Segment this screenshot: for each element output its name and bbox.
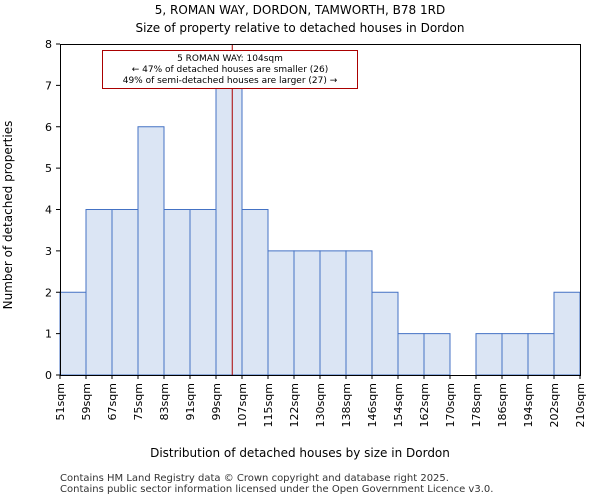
- bar-186sqm: [501, 333, 529, 376]
- x-tick-label: 59sqm: [80, 383, 93, 420]
- x-tick-label: 51sqm: [54, 383, 67, 420]
- x-tick-label: 202sqm: [548, 383, 561, 427]
- footer-attribution-1: Contains HM Land Registry data © Crown c…: [60, 473, 449, 484]
- bar-162sqm: [423, 333, 451, 376]
- y-tick-label: 1: [45, 328, 52, 341]
- bar-83sqm: [163, 209, 191, 376]
- bar-138sqm: [345, 250, 373, 376]
- bar-154sqm: [397, 333, 425, 376]
- bar-51sqm: [59, 291, 87, 376]
- x-tick-label: 67sqm: [106, 383, 119, 420]
- annotation-line-3: 49% of semi-detached houses are larger (…: [123, 76, 338, 86]
- histogram-chart: 5, ROMAN WAY, DORDON, TAMWORTH, B78 1RD …: [1, 3, 587, 460]
- bar-67sqm: [111, 209, 139, 376]
- x-tick-label: 154sqm: [392, 383, 405, 427]
- annotation-line-2: ← 47% of detached houses are smaller (26…: [132, 65, 329, 75]
- x-tick-label: 122sqm: [288, 383, 301, 427]
- annotation-line-1: 5 ROMAN WAY: 104sqm: [177, 54, 283, 64]
- bar-178sqm: [475, 333, 503, 376]
- x-tick-label: 115sqm: [262, 383, 275, 427]
- x-tick-label: 99sqm: [210, 383, 223, 420]
- y-tick-label: 8: [45, 38, 52, 51]
- x-tick-label: 170sqm: [444, 383, 457, 427]
- bar-75sqm: [137, 126, 165, 376]
- bar-59sqm: [85, 209, 113, 376]
- y-tick-label: 3: [45, 245, 52, 258]
- y-tick-label: 5: [45, 162, 52, 175]
- x-axis-label: Distribution of detached houses by size …: [150, 446, 450, 460]
- y-tick-label: 6: [45, 121, 52, 134]
- chart-subtitle: Size of property relative to detached ho…: [136, 21, 465, 35]
- x-tick-label: 178sqm: [470, 383, 483, 427]
- bars-group: [59, 84, 581, 376]
- x-tick-label: 107sqm: [236, 383, 249, 427]
- x-tick-label: 75sqm: [132, 383, 145, 420]
- bar-115sqm: [267, 250, 295, 376]
- bar-130sqm: [319, 250, 347, 376]
- bar-99sqm: [215, 84, 243, 376]
- x-tick-label: 162sqm: [418, 383, 431, 427]
- x-tick-label: 146sqm: [366, 383, 379, 427]
- x-tick-label: 83sqm: [158, 383, 171, 420]
- y-axis-ticks: 0 1 2 3 4 5 6 7 8: [45, 38, 60, 382]
- bar-194sqm: [527, 333, 555, 376]
- y-tick-label: 0: [45, 369, 52, 382]
- y-tick-label: 4: [45, 204, 52, 217]
- x-tick-label: 138sqm: [340, 383, 353, 427]
- footer-attribution-2: Contains public sector information licen…: [60, 484, 494, 495]
- bar-146sqm: [371, 291, 399, 376]
- y-axis-label: Number of detached properties: [1, 121, 15, 310]
- y-tick-label: 2: [45, 286, 52, 299]
- x-tick-label: 186sqm: [496, 383, 509, 427]
- bar-122sqm: [293, 250, 321, 376]
- bar-107sqm: [241, 209, 269, 376]
- property-annotation: 5 ROMAN WAY: 104sqm ← 47% of detached ho…: [102, 50, 358, 89]
- bar-202sqm: [553, 291, 581, 376]
- chart-title: 5, ROMAN WAY, DORDON, TAMWORTH, B78 1RD: [155, 3, 445, 17]
- x-tick-label: 130sqm: [314, 383, 327, 427]
- x-tick-label: 210sqm: [574, 383, 587, 427]
- annotation-box: [102, 50, 358, 89]
- x-tick-label: 91sqm: [184, 383, 197, 420]
- x-axis-ticks: 51sqm 59sqm 67sqm 75sqm 83sqm 91sqm 99sqm 107sq…: [54, 375, 587, 427]
- bar-91sqm: [189, 209, 217, 376]
- x-tick-label: 194sqm: [522, 383, 535, 427]
- y-tick-label: 7: [45, 79, 52, 92]
